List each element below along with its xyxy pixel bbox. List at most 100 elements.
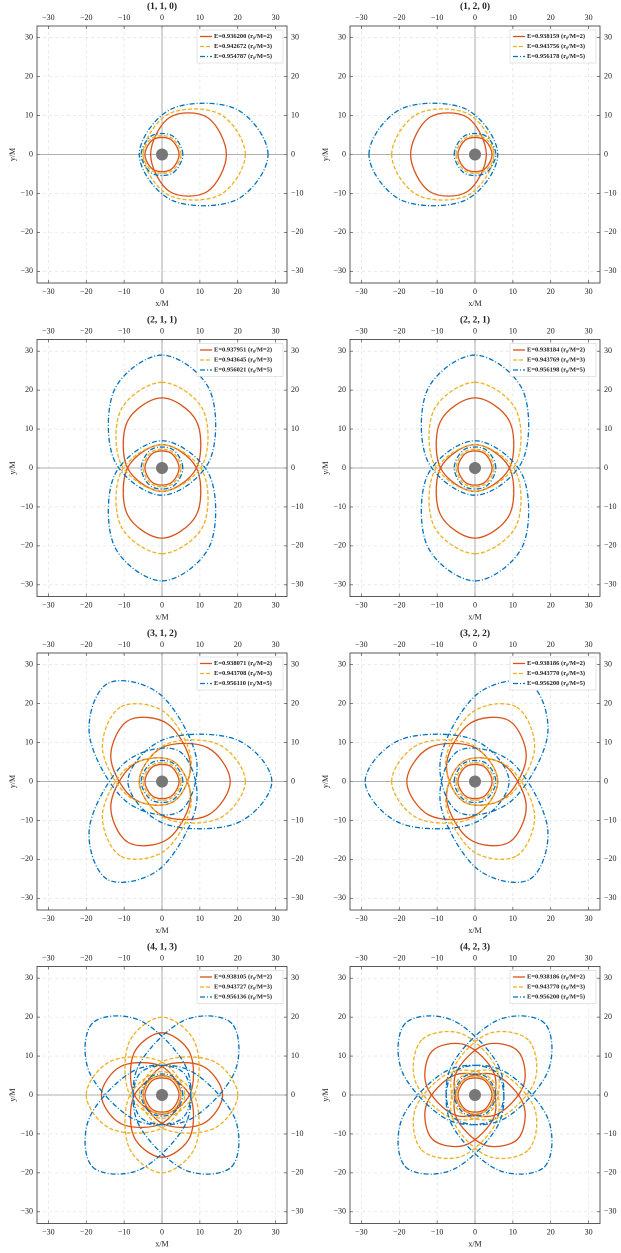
chart-title: (4, 1, 3)	[147, 942, 177, 953]
black-hole	[469, 775, 481, 788]
y-tick-label: 30	[25, 33, 33, 42]
y-tick-label: 10	[338, 424, 346, 433]
x-tick-label: 10	[196, 600, 204, 609]
y-tick-label: −30	[604, 893, 617, 902]
y-tick-label: 10	[291, 424, 299, 433]
x-tick-label: 0	[473, 914, 477, 923]
x-tick-label: 10	[196, 914, 204, 923]
x-tick-label: −30	[355, 287, 368, 296]
orbit-line	[138, 102, 269, 207]
y-tick-label: 30	[25, 346, 33, 355]
x-tick-label: 10	[196, 640, 204, 649]
x-tick-label: −10	[118, 914, 131, 923]
x-tick-label: 0	[160, 914, 164, 923]
y-tick-label: 10	[338, 110, 346, 119]
plot-area	[368, 102, 499, 207]
x-tick-label: −10	[431, 953, 444, 962]
orbit-line	[368, 102, 499, 207]
y-tick-label: 10	[604, 424, 612, 433]
x-axis-label: x/M	[468, 926, 481, 935]
x-tick-label: −20	[80, 287, 93, 296]
plot-area	[88, 680, 273, 883]
x-tick-label: −10	[118, 287, 131, 296]
legend-label: E=0.943770 (r₀/M=3)	[527, 670, 585, 677]
y-tick-label: 30	[338, 660, 346, 669]
y-tick-label: −20	[333, 1168, 346, 1177]
plot-frame	[36, 25, 288, 284]
x-tick-label: 20	[547, 1227, 555, 1236]
x-tick-label: −10	[431, 13, 444, 22]
y-tick-label: −20	[604, 1168, 617, 1177]
x-tick-label: 30	[585, 600, 593, 609]
x-tick-label: 0	[160, 13, 164, 22]
y-tick-label: −10	[20, 502, 33, 511]
y-tick-label: −10	[291, 188, 304, 197]
y-tick-label: 0	[342, 1090, 346, 1099]
x-tick-label: 20	[234, 13, 242, 22]
legend-box	[196, 343, 284, 377]
chart-title: (3, 2, 2)	[460, 628, 490, 639]
x-tick-label: 20	[547, 287, 555, 296]
y-axis-label: y/M	[321, 775, 330, 788]
x-tick-label: 30	[585, 326, 593, 335]
x-tick-label: 10	[196, 287, 204, 296]
legend-label: E=0.956200 (r₀/M=5)	[527, 993, 585, 1000]
y-tick-label: −30	[291, 1207, 304, 1216]
x-tick-label: 10	[509, 953, 517, 962]
plot-area	[397, 1015, 553, 1175]
y-axis-label: y/M	[8, 148, 17, 161]
legend-label: E=0.956198 (r₀/M=5)	[527, 366, 585, 373]
legend-box	[509, 29, 597, 64]
x-tick-label: −20	[80, 640, 93, 649]
y-tick-label: 10	[291, 110, 299, 119]
x-tick-label: −30	[355, 1227, 368, 1236]
y-tick-label: 0	[29, 149, 33, 158]
x-axis-label: x/M	[468, 299, 481, 308]
x-tick-label: −10	[118, 953, 131, 962]
x-tick-label: −20	[393, 13, 406, 22]
x-tick-label: 20	[547, 640, 555, 649]
x-tick-label: 30	[585, 953, 593, 962]
y-tick-label: −20	[291, 854, 304, 863]
x-tick-label: −30	[355, 13, 368, 22]
x-tick-label: 20	[234, 640, 242, 649]
y-tick-label: −10	[291, 815, 304, 824]
x-tick-label: 30	[272, 953, 280, 962]
x-tick-label: 0	[473, 326, 477, 335]
y-tick-label: 20	[25, 1012, 33, 1021]
y-tick-label: −30	[604, 1207, 617, 1216]
x-tick-label: −10	[118, 1227, 131, 1236]
chart-title: (3, 1, 2)	[147, 628, 177, 639]
x-tick-label: 0	[160, 953, 164, 962]
x-tick-label: 0	[160, 326, 164, 335]
y-tick-label: 30	[604, 33, 612, 42]
legend-label: E=0.954787 (r₀/M=5)	[214, 53, 272, 60]
y-tick-label: 20	[604, 71, 612, 80]
x-tick-label: 20	[547, 914, 555, 923]
y-tick-label: 20	[604, 385, 612, 394]
x-tick-label: 30	[272, 13, 280, 22]
legend-box	[196, 656, 284, 691]
orbit-line	[144, 112, 228, 197]
y-tick-label: 0	[342, 776, 346, 785]
orbit-line	[142, 108, 246, 201]
x-tick-label: −10	[118, 600, 131, 609]
black-hole	[156, 775, 168, 788]
black-hole	[469, 148, 481, 161]
orbit-line	[115, 381, 209, 555]
x-tick-label: −10	[431, 640, 444, 649]
y-tick-label: 10	[338, 737, 346, 746]
plot-frame	[36, 339, 288, 597]
chart-title: (4, 2, 3)	[460, 942, 490, 953]
plot-frame	[36, 652, 288, 911]
x-tick-label: 10	[509, 1227, 517, 1236]
legend-label: E=0.956136 (r₀/M=5)	[214, 993, 272, 1000]
x-tick-label: −20	[393, 287, 406, 296]
x-axis-label: x/M	[155, 612, 168, 621]
y-tick-label: 30	[338, 346, 346, 355]
legend-label: E=0.938159 (r₀/M=2)	[527, 33, 585, 40]
x-tick-label: 0	[160, 640, 164, 649]
y-tick-label: 20	[25, 385, 33, 394]
y-tick-label: 20	[25, 71, 33, 80]
